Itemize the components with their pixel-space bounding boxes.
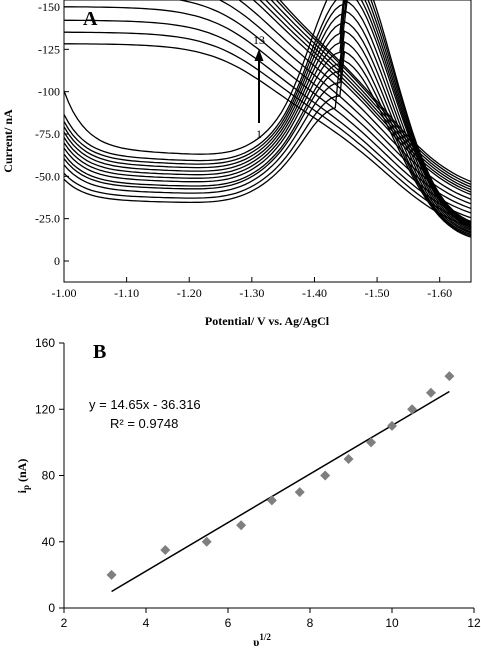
panel-b-y-tick-label: 120 (35, 402, 55, 416)
panel-a-y-axis-title: Current/ nA (1, 109, 15, 173)
panel-b-y-ticks: 0 40 80 120 160 (35, 336, 64, 615)
r-squared: R² = 0.9748 (110, 416, 178, 431)
x-title-main: υ (253, 635, 259, 649)
data-point (343, 453, 354, 464)
panel-a-label: A (83, 8, 98, 30)
panel-b-x-tick-label: 6 (225, 616, 232, 630)
arrow-end-label: 13 (253, 33, 265, 47)
cv-forward-scan (63, 0, 472, 229)
cv-forward-scan (63, 0, 472, 224)
cv-forward-scan (63, 50, 472, 237)
panel-b-x-axis-title: υ1/2 (253, 632, 271, 649)
data-point (366, 437, 377, 448)
data-point (266, 495, 277, 506)
panel-a-x-tick-label: -1.00 (52, 286, 77, 300)
panel-b-y-tick-label: 160 (35, 336, 55, 350)
cv-forward-scan (63, 0, 472, 228)
cv-reverse-scan (64, 19, 472, 219)
arrow-start-label: 1 (256, 127, 262, 141)
panel-a-x-tick-label: -1.20 (177, 286, 202, 300)
panel-a-x-ticks: -1.00 -1.10 -1.20 -1.30 -1.40 -1.50 -1.60 (52, 277, 452, 300)
panel-a-y-tick-label: -125 (38, 42, 60, 56)
panel-a-cyclic-voltammogram: A -150 -125 -100 -75.0 -50.0 -25.0 0 -1.00 -1.1… (1, 0, 472, 328)
cv-reverse-scan (279, 0, 472, 183)
data-point (444, 371, 455, 382)
panel-b-x-tick-label: 8 (307, 616, 314, 630)
y-title-subscript: p (21, 485, 31, 490)
panel-b-x-ticks: 2 4 6 8 10 12 (61, 608, 481, 630)
cv-reverse-scan (259, 0, 472, 193)
cv-forward-scan (63, 0, 472, 230)
panel-a-y-tick-label: -100 (38, 85, 60, 99)
data-point (425, 387, 436, 398)
panel-b-x-tick-label: 12 (467, 616, 481, 630)
panel-a-y-ticks: -150 -125 -100 -75.0 -50.0 -25.0 0 (35, 0, 69, 268)
cv-forward-scan (63, 0, 472, 223)
cv-reverse-scan (238, 0, 472, 200)
panel-b-x-tick-label: 10 (385, 616, 399, 630)
panel-a-x-axis-title: Potential/ V vs. Ag/AgCl (205, 314, 330, 328)
panel-a-x-tick-label: -1.10 (114, 286, 139, 300)
cv-reverse-scan (252, 0, 472, 196)
cv-forward-scan (63, 40, 472, 236)
data-point (160, 545, 171, 556)
panel-a-y-tick-label: -25.0 (35, 212, 60, 226)
cv-reverse-scan (218, 0, 472, 205)
arrow-head (254, 49, 264, 61)
data-point (320, 470, 331, 481)
data-point (201, 536, 212, 547)
cv-reverse-scan (270, 0, 472, 188)
data-point (106, 569, 117, 580)
panel-b-y-tick-label: 80 (42, 469, 56, 483)
panel-a-x-tick-label: -1.40 (302, 286, 327, 300)
data-point (387, 420, 397, 431)
panel-b-x-tick-label: 2 (61, 616, 68, 630)
x-title-superscript: 1/2 (259, 632, 271, 642)
panel-a-curves (63, 0, 472, 238)
y-title-suffix: (nA) (15, 459, 29, 485)
panel-b-label: B (93, 341, 106, 363)
panel-a-y-tick-label: -150 (38, 0, 60, 14)
panel-b-x-tick-label: 4 (143, 616, 150, 630)
cv-reverse-scan (64, 6, 472, 214)
y-title-main: i (15, 489, 29, 493)
panel-a-y-tick-label: -75.0 (35, 127, 60, 141)
data-point (294, 487, 305, 498)
panel-a-y-tick-label: -50.0 (35, 169, 60, 183)
scan-rate-arrow: 13 1 (253, 33, 265, 141)
panel-a-x-tick-label: -1.50 (365, 286, 390, 300)
cv-reverse-scan (264, 0, 472, 191)
panel-b-y-tick-label: 40 (42, 535, 56, 549)
cv-reverse-scan (275, 0, 472, 185)
cv-forward-scan (63, 0, 472, 226)
data-point (236, 520, 247, 531)
panel-b-y-axis-title: ip (nA) (15, 459, 31, 494)
panel-b-points (106, 371, 455, 580)
cv-reverse-scan (176, 0, 472, 210)
cv-forward-scan (63, 0, 472, 225)
cv-reverse-scan (64, 31, 472, 223)
panel-a-y-tick-label: 0 (54, 254, 60, 268)
cv-reverse-scan (64, 43, 472, 228)
panel-a-x-tick-label: -1.30 (239, 286, 264, 300)
panel-b-y-tick-label: 0 (48, 601, 55, 615)
panel-a-x-tick-label: -1.60 (427, 286, 452, 300)
data-point (407, 404, 418, 415)
panel-b-scatter-plot: B 0 40 80 120 160 2 4 6 8 10 12 y = 14.65x - 36.3… (15, 336, 481, 649)
trendline-equation: y = 14.65x - 36.316 (89, 397, 201, 412)
